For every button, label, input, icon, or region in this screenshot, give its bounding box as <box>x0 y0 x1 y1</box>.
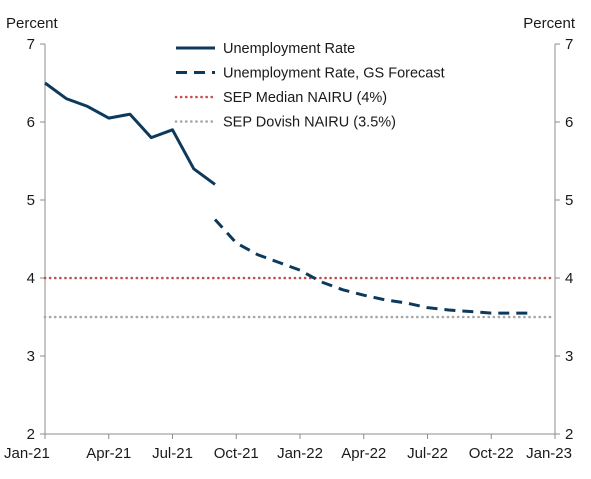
right-y-tick-label: 4 <box>565 270 573 287</box>
right-y-tick-label: 3 <box>565 348 573 365</box>
left-y-tick-label: 7 <box>27 36 35 53</box>
x-tick-label: Jan-22 <box>277 445 323 462</box>
left-y-tick-label: 3 <box>27 348 35 365</box>
series-layer <box>43 81 557 319</box>
left-y-tick-label: 4 <box>27 270 35 287</box>
x-tick-label: Jul-22 <box>407 445 448 462</box>
x-tick-label: Oct-21 <box>214 445 259 462</box>
legend-label: SEP Median NAIRU (4%) <box>223 90 387 106</box>
x-tick-label: Jan-21 <box>4 445 50 462</box>
legend-label: Unemployment Rate, GS Forecast <box>223 66 445 82</box>
legend-label: Unemployment Rate <box>223 41 355 57</box>
x-tick-label: Oct-22 <box>469 445 514 462</box>
x-tick-label: Apr-22 <box>341 445 386 462</box>
right-y-tick-label: 2 <box>565 426 573 443</box>
x-tick-label: Jan-23 <box>526 445 572 462</box>
right-y-tick-label: 7 <box>565 36 573 53</box>
left-axis-label: Percent <box>6 15 59 32</box>
series-line-unemployment-rate-gs-forecast <box>213 218 534 315</box>
series-line-unemployment-rate <box>44 81 216 186</box>
legend: Unemployment Rate Unemployment Rate, GS F… <box>174 41 445 131</box>
left-y-tick-label: 2 <box>27 426 35 443</box>
left-y-tick-label: 5 <box>27 192 35 209</box>
left-y-tick-label: 6 <box>27 114 35 131</box>
right-y-tick-label: 6 <box>565 114 573 131</box>
right-axis-label: Percent <box>523 15 576 32</box>
legend-label: SEP Dovish NAIRU (3.5%) <box>223 115 396 131</box>
x-tick-label: Apr-21 <box>86 445 131 462</box>
right-y-tick-label: 5 <box>565 192 573 209</box>
axes: 2 2 3 3 4 4 5 5 6 6 7 7 Jan-21 Apr-21 Jul-21 Oct-21 Jan-… <box>4 36 573 462</box>
x-tick-label: Jul-21 <box>152 445 193 462</box>
